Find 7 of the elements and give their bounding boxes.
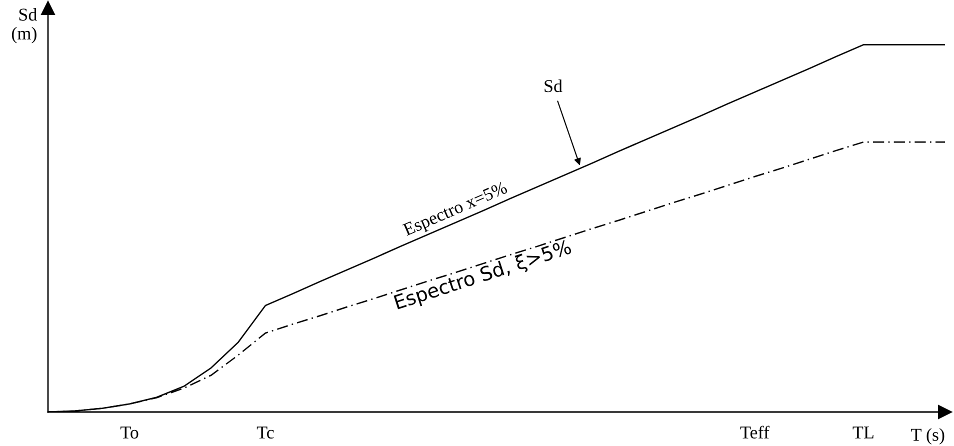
x-tick-label: To bbox=[120, 426, 138, 439]
x-axis-title: T (s) bbox=[911, 428, 944, 445]
annotation: Sd bbox=[544, 79, 562, 92]
x-tick-label: Teff bbox=[740, 426, 770, 439]
x-tick-label: TL bbox=[852, 426, 874, 438]
y-axis-title: Sd (m) bbox=[12, 8, 38, 44]
x-tick-label: Tc bbox=[256, 426, 274, 439]
